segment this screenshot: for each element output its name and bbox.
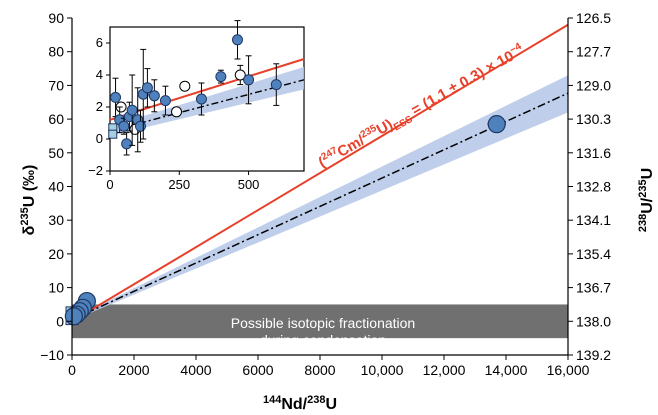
- inset-filled-point: [134, 120, 146, 132]
- inset-open-point: [171, 106, 183, 118]
- y-right-tick-label: 139.2: [576, 347, 611, 363]
- y-left-axis-title: δ235U (‰): [19, 165, 38, 236]
- y-right-sup2: 235: [637, 179, 649, 197]
- inset-filled-point: [121, 138, 133, 150]
- inset-x-tick-label: 500: [238, 177, 260, 192]
- y-left-tick-label: 50: [48, 145, 64, 161]
- x-title-end: U: [325, 396, 337, 413]
- inset-filled-point: [141, 82, 153, 94]
- data-point: [487, 115, 506, 134]
- x-tick-label: 6000: [242, 362, 273, 378]
- confidence-band: [72, 75, 568, 321]
- x-tick-label: 8000: [304, 362, 335, 378]
- ess-sup3: −4: [508, 41, 524, 56]
- x-tick-label: 16,000: [547, 362, 590, 378]
- inset-filled-point: [159, 95, 171, 107]
- inset-filled-point: [148, 90, 160, 102]
- inset-filled-point: [110, 91, 122, 103]
- y-right-sup1: 238: [637, 214, 649, 232]
- y-right-tick-label: 134.1: [576, 212, 611, 228]
- x-axis-title: 144Nd/238U: [263, 394, 337, 413]
- inset-red-line: [109, 58, 305, 121]
- y-left-tick-label: 70: [48, 77, 64, 93]
- inset-filled-point: [215, 71, 227, 83]
- y-left-tick-label: 0: [56, 313, 64, 329]
- band-label-line2: during condensation: [260, 332, 386, 348]
- x-tick-label: 10,000: [361, 362, 404, 378]
- y-left-tick-label: 60: [48, 111, 64, 127]
- x-tick-label: 4000: [180, 362, 211, 378]
- inset-y-tick-label: 0: [96, 131, 103, 146]
- y-right-tick-label: 135.4: [576, 246, 611, 262]
- inset-x-tick-label: 0: [106, 177, 113, 192]
- y-right-tick-label: 136.7: [576, 280, 611, 296]
- y-left-tick-label: 10: [48, 280, 64, 296]
- inset-filled-point: [126, 104, 138, 116]
- y-right-tick-label: 131.6: [576, 145, 611, 161]
- x-tick-label: 0: [68, 362, 76, 378]
- inset-open-point: [234, 69, 246, 81]
- inset-y-tick-label: 2: [96, 99, 103, 114]
- y-right-tick-label: 129.0: [576, 77, 611, 93]
- y-right-tick-label: 126.5: [576, 10, 611, 26]
- band-label-line1: Possible isotopic fractionation: [231, 315, 415, 331]
- inset-filled-point: [231, 34, 243, 46]
- ess-red-line: [71, 23, 569, 323]
- y-right-tick-label: 127.7: [576, 44, 611, 60]
- inset-filled-point: [118, 120, 130, 132]
- x-title-sup2: 238: [307, 394, 325, 406]
- y-left-sup: 235: [19, 207, 31, 225]
- y-left-pre: δ: [21, 225, 38, 235]
- inset-y-tick-label: 6: [96, 35, 103, 50]
- fractionation-band: [72, 304, 568, 339]
- y-left-tick-label: 20: [48, 246, 64, 262]
- y-left-tick-label: 90: [48, 10, 64, 26]
- y-right-axis-title: 238U/235U: [637, 168, 656, 232]
- x-tick-label: 14,000: [485, 362, 528, 378]
- data-point: [64, 307, 83, 326]
- x-tick-label: 12,000: [423, 362, 466, 378]
- inset-y-tick-label: 4: [96, 67, 103, 82]
- x-tick-label: 2000: [118, 362, 149, 378]
- y-left-tick-label: 30: [48, 212, 64, 228]
- x-title-base: Nd/: [281, 396, 307, 413]
- y-right-tick-label: 138.0: [576, 313, 611, 329]
- y-right-post: U: [639, 168, 656, 180]
- y-right-mid: U/: [639, 197, 656, 214]
- inset-x-tick-label: 250: [168, 177, 190, 192]
- inset-y-tick-label: −2: [88, 163, 103, 178]
- inset-open-point: [179, 80, 191, 92]
- x-title-sup1: 144: [263, 394, 282, 406]
- inset-filled-point: [270, 79, 282, 91]
- inset-square-point: [108, 129, 118, 139]
- y-left-post: U (‰): [21, 165, 38, 208]
- y-left-tick-label: −10: [40, 347, 64, 363]
- inset-filled-point: [195, 93, 207, 105]
- y-right-tick-label: 132.8: [576, 179, 611, 195]
- y-left-tick-label: 40: [48, 179, 64, 195]
- ess-mid2: U): [374, 116, 396, 139]
- y-left-tick-label: 80: [48, 44, 64, 60]
- inset-filled-point: [243, 74, 255, 86]
- fit-dash-dot-line: [71, 92, 569, 321]
- y-right-tick-label: 130.3: [576, 111, 611, 127]
- main-plot: 0 2000 4000 6000 8000 10,000 12,000 14,000 16,00…: [40, 10, 611, 378]
